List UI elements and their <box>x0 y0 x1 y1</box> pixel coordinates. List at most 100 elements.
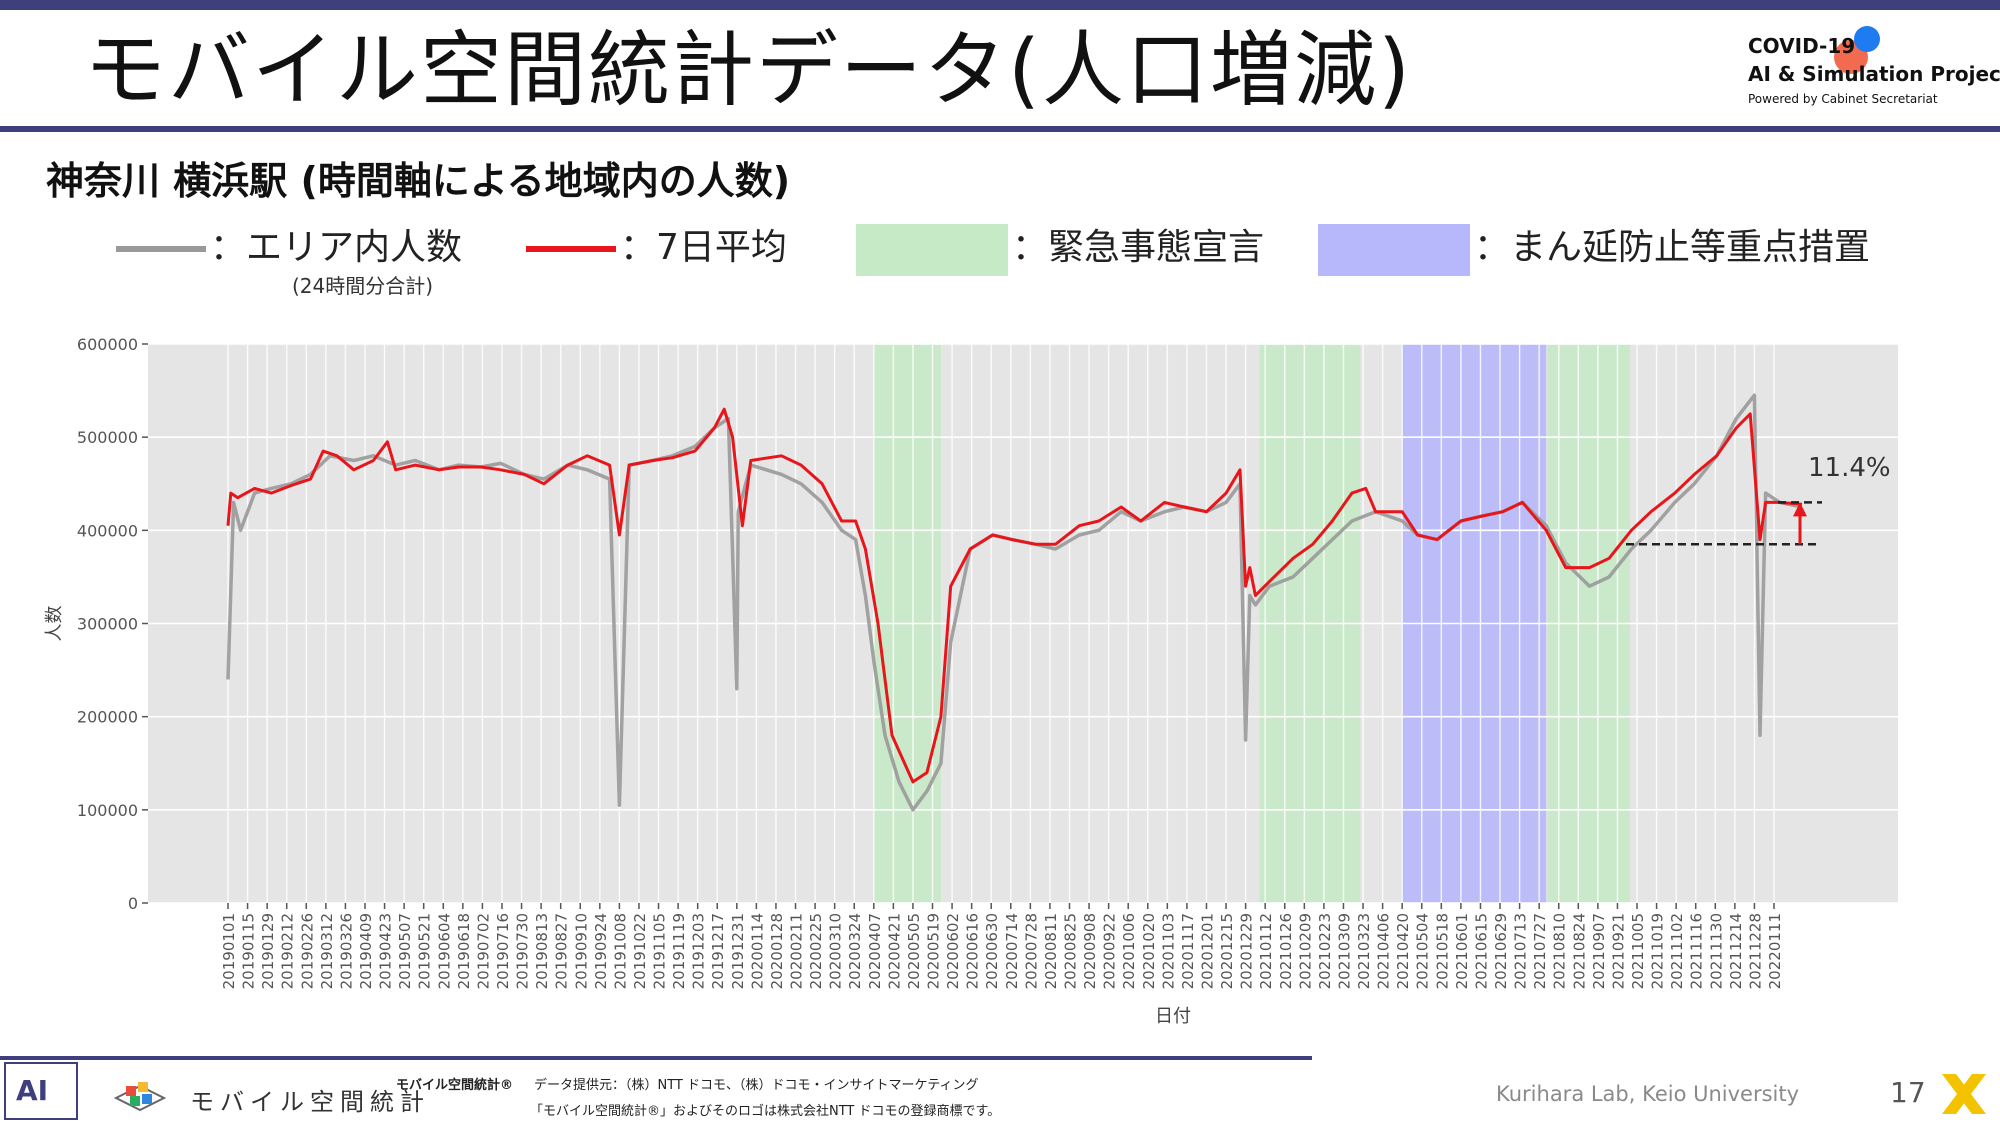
x-tick-label: 20201215 <box>1218 913 1236 989</box>
x-tick-label: 20190924 <box>592 913 610 989</box>
x-tick-label: 20210810 <box>1551 913 1569 989</box>
x-tick-label: 20190507 <box>396 913 414 989</box>
x-tick-label: 20190618 <box>455 913 473 989</box>
x-tick-label: 20200128 <box>768 913 786 989</box>
x-tick-label: 20190409 <box>357 913 375 989</box>
x-tick-label: 20191217 <box>709 913 727 989</box>
x-tick-label: 20190423 <box>377 913 395 989</box>
brand-line-2: AI & Simulation Project <box>1748 62 2000 86</box>
x-tick-label: 20200310 <box>827 913 845 989</box>
x-tick-label: 20191203 <box>690 913 708 989</box>
x-tick-label: 20200114 <box>748 913 766 989</box>
x-tick-label: 20200602 <box>944 913 962 989</box>
x-tick-label: 20190730 <box>514 913 532 989</box>
x-tick-label: 20190827 <box>553 913 571 989</box>
footer-trademark-note: 「モバイル空間統計®」およびそのロゴは株式会社NTT ドコモの登録商標です。 <box>530 1104 1001 1119</box>
legend-quasi-label: ：まん延防止等重点措置 <box>1474 227 1871 268</box>
brand-blue-dot-icon <box>1854 26 1880 52</box>
x-tick-label: 20201229 <box>1238 913 1256 989</box>
x-tick-label: 20190212 <box>279 913 297 989</box>
x-tick-label: 20201103 <box>1159 913 1177 989</box>
x-tick-label: 20211214 <box>1727 913 1745 989</box>
legend-daily-label: ：エリア内人数 <box>210 227 463 268</box>
legend-emergency-label: ：緊急事態宣言 <box>1012 227 1265 268</box>
y-tick-label: 200000 <box>77 708 138 727</box>
chart-subtitle: 神奈川 横浜駅 (時間軸による地域内の人数) <box>46 159 791 203</box>
x-tick-label: 20190326 <box>337 913 355 989</box>
x-tick-label: 20200908 <box>1081 913 1099 989</box>
legend-avg-label: ：7日平均 <box>620 227 787 268</box>
x-tick-label: 20211005 <box>1629 913 1647 989</box>
legend-avg-swatch <box>526 246 616 252</box>
x-tick-label: 20190521 <box>416 913 434 989</box>
x-tick-label: 20210209 <box>1296 913 1314 989</box>
x-tick-label: 20190115 <box>240 913 258 989</box>
x-tick-label: 20200505 <box>905 913 923 989</box>
x-tick-label: 20210504 <box>1414 913 1432 989</box>
x-tick-label: 20211228 <box>1746 913 1764 989</box>
ai-logo: AI <box>4 1062 78 1120</box>
brand-line-3: Powered by Cabinet Secretariat <box>1748 92 1938 106</box>
x-tick-label: 20190910 <box>572 913 590 989</box>
x-tick-label: 20200421 <box>885 913 903 989</box>
x-tick-label: 20210323 <box>1355 913 1373 989</box>
x-tick-label: 20210223 <box>1316 913 1334 989</box>
x-tick-label: 20191119 <box>670 913 688 989</box>
brand-line-1: COVID-19 <box>1748 34 1856 58</box>
x-tick-label: 20190716 <box>494 913 512 989</box>
x-tick-label: 20190226 <box>298 913 316 989</box>
x-tick-label: 20190101 <box>220 913 238 989</box>
covid-project-brand: COVID-19 AI & Simulation Project Powered… <box>1748 26 2000 114</box>
x-logo-icon <box>1942 1074 1986 1114</box>
y-tick-label: 400000 <box>77 521 138 540</box>
x-tick-label: 20211019 <box>1649 913 1667 989</box>
y-axis-label: 人数 <box>44 606 65 642</box>
x-tick-label: 20210518 <box>1433 913 1451 989</box>
x-tick-label: 20210112 <box>1257 913 1275 989</box>
x-tick-label: 20200519 <box>925 913 943 989</box>
x-tick-label: 20191022 <box>631 913 649 989</box>
legend-quasi-swatch <box>1318 224 1470 276</box>
series-line-avg <box>226 407 1803 784</box>
mobile-stats-cube-icon <box>113 1082 167 1112</box>
x-tick-label: 20210907 <box>1590 913 1608 989</box>
footer-brand: モバイル空間統計 <box>190 1088 430 1116</box>
x-tick-label: 20200825 <box>1061 913 1079 989</box>
x-tick-label: 20190312 <box>318 913 336 989</box>
x-tick-label: 20211130 <box>1707 913 1725 989</box>
x-tick-label: 20210420 <box>1394 913 1412 989</box>
x-tick-label: 20210629 <box>1492 913 1510 989</box>
x-tick-label: 20200324 <box>846 913 864 989</box>
y-tick-label: 100000 <box>77 801 138 820</box>
x-tick-label: 20210921 <box>1609 913 1627 989</box>
x-tick-label: 20210713 <box>1512 913 1530 989</box>
x-tick-label: 20201020 <box>1140 913 1158 989</box>
legend-emergency-swatch <box>856 224 1008 276</box>
footer-lab: Kurihara Lab, Keio University <box>1496 1082 1800 1106</box>
x-tick-label: 20210601 <box>1453 913 1471 989</box>
legend-daily-note: (24時間分合計) <box>292 274 434 298</box>
x-tick-label: 20190813 <box>533 913 551 989</box>
footer-provider: データ提供元：（株）NTT ドコモ、（株）ドコモ・インサイトマーケティング <box>534 1078 979 1093</box>
x-tick-label: 20200616 <box>964 913 982 989</box>
x-tick-label: 20190702 <box>474 913 492 989</box>
title-divider <box>0 126 2000 132</box>
x-tick-label: 20191231 <box>729 913 747 989</box>
x-tick-label: 20210309 <box>1335 913 1353 989</box>
x-tick-label: 20190129 <box>259 913 277 989</box>
y-tick-label: 0 <box>128 894 138 913</box>
ai-logo-text: AI <box>16 1074 49 1107</box>
page-number: 17 <box>1890 1076 1926 1109</box>
footer-divider <box>0 1056 1312 1060</box>
x-tick-label: 20211116 <box>1688 913 1706 989</box>
x-tick-label: 20210126 <box>1277 913 1295 989</box>
x-tick-label: 20210406 <box>1375 913 1393 989</box>
x-tick-label: 20191008 <box>611 913 629 989</box>
x-tick-label: 20210824 <box>1570 913 1588 989</box>
x-tick-label: 20200211 <box>788 913 806 989</box>
x-tick-label: 20201201 <box>1198 913 1216 989</box>
x-tick-label: 20200407 <box>866 913 884 989</box>
footer-trademark-small: モバイル空間統計® <box>396 1078 514 1093</box>
page-title: モバイル空間統計データ(人口増減) <box>84 23 1412 118</box>
x-tick-label: 20200225 <box>807 913 825 989</box>
